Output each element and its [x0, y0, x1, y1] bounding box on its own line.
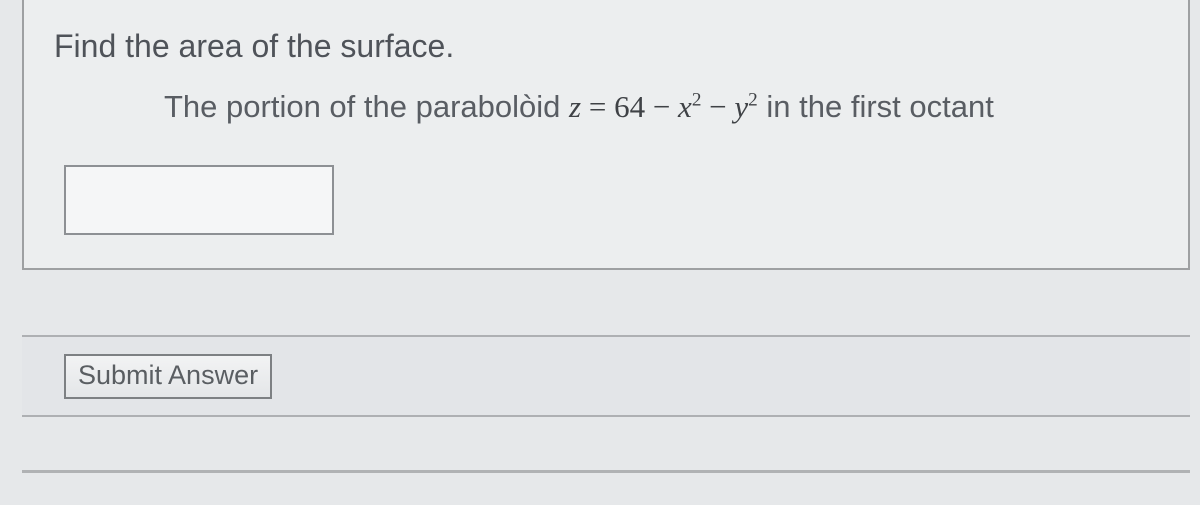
eq-x-exp: 2 — [692, 90, 702, 111]
divider — [22, 470, 1190, 473]
eq-const: 64 — [614, 89, 645, 124]
body-prefix: The portion of the parabolòid — [164, 89, 569, 124]
eq-y-exp: 2 — [748, 90, 758, 111]
submit-row: Submit Answer — [22, 335, 1190, 417]
question-title: Find the area of the surface. — [54, 28, 1158, 65]
equation: z = 64 − x2 − y2 — [569, 89, 758, 124]
question-body: The portion of the parabolòid z = 64 − x… — [164, 89, 1158, 125]
eq-x: x — [678, 89, 692, 124]
eq-sign: = — [581, 89, 614, 124]
eq-minus1: − — [645, 89, 678, 124]
eq-minus2: − — [701, 89, 734, 124]
submit-answer-button[interactable]: Submit Answer — [64, 354, 272, 399]
eq-y: y — [734, 89, 748, 124]
eq-lhs: z — [569, 89, 581, 124]
body-suffix: in the first octant — [758, 89, 994, 124]
question-card: Find the area of the surface. The portio… — [22, 0, 1190, 270]
answer-input[interactable] — [64, 165, 334, 235]
page: Find the area of the surface. The portio… — [0, 0, 1200, 505]
